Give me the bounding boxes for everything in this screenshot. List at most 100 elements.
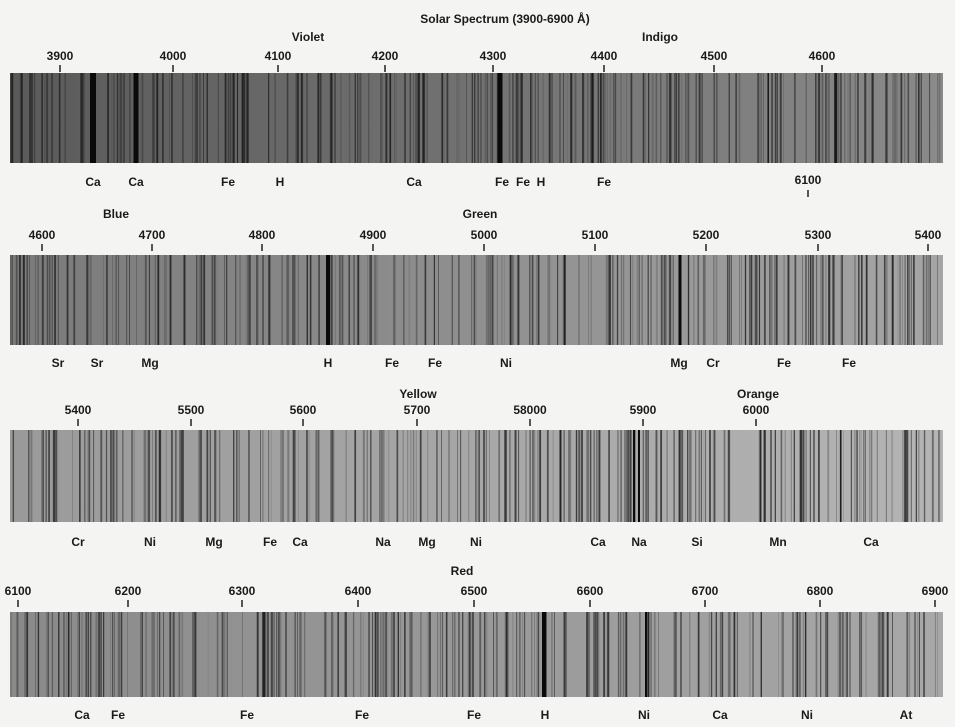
wavelength-label: 6500: [461, 584, 488, 598]
absorption-line: [648, 612, 650, 697]
absorption-line: [660, 73, 662, 163]
absorption-line: [664, 255, 666, 345]
absorption-line: [456, 73, 458, 163]
absorption-line: [267, 73, 270, 163]
absorption-line: [647, 612, 649, 697]
absorption-line: [84, 430, 86, 522]
absorption-line: [57, 255, 59, 345]
absorption-line: [709, 430, 711, 522]
spectrum-band: [10, 255, 943, 345]
absorption-line: [348, 73, 351, 163]
absorption-line: [377, 612, 379, 697]
element-label: Sr: [91, 356, 104, 370]
absorption-line: [116, 430, 118, 522]
absorption-line: [787, 255, 790, 345]
absorption-line: [621, 430, 622, 522]
absorption-line: [306, 73, 307, 163]
absorption-line: [485, 430, 487, 522]
absorption-line: [286, 255, 288, 345]
absorption-line: [317, 430, 320, 522]
absorption-line: [509, 255, 512, 345]
absorption-line: [171, 430, 173, 522]
absorption-line: [914, 612, 917, 697]
absorption-line: [860, 255, 863, 345]
absorption-line: [638, 255, 640, 345]
spectrum-band: [10, 612, 943, 697]
absorption-line: [905, 430, 908, 522]
element-label: Mg: [418, 535, 435, 549]
absorption-line: [235, 255, 237, 345]
absorption-line: [655, 73, 658, 163]
absorption-line: [448, 430, 450, 522]
absorption-line: [586, 430, 588, 522]
absorption-line: [504, 612, 507, 697]
absorption-line: [236, 430, 239, 522]
color-label: Red: [451, 564, 474, 578]
absorption-line: [427, 430, 429, 522]
absorption-line: [537, 612, 540, 697]
absorption-line: [247, 255, 250, 345]
absorption-line: [385, 73, 388, 163]
absorption-line: [776, 73, 778, 163]
absorption-line: [719, 612, 722, 697]
wavelength-label: 5600: [290, 403, 317, 417]
absorption-line: [141, 612, 143, 697]
absorption-line: [539, 430, 542, 522]
absorption-line: [937, 612, 938, 697]
absorption-line: [97, 612, 99, 697]
absorption-line: [805, 73, 807, 163]
absorption-line: [895, 73, 898, 163]
absorption-line: [840, 430, 842, 522]
absorption-line: [910, 430, 912, 522]
absorption-line: [360, 612, 362, 697]
strong-line: [678, 255, 682, 345]
absorption-line: [416, 73, 418, 163]
absorption-line: [515, 73, 518, 163]
absorption-line: [587, 430, 590, 522]
wavelength-label: 5700: [404, 403, 431, 417]
absorption-line: [642, 73, 644, 163]
absorption-line: [820, 612, 822, 697]
absorption-line: [426, 73, 428, 163]
absorption-line: [376, 255, 378, 345]
absorption-line: [13, 430, 14, 522]
element-label: Ca: [863, 535, 879, 549]
absorption-line: [48, 430, 50, 522]
absorption-line: [458, 612, 460, 697]
absorption-line: [596, 612, 599, 697]
absorption-line: [480, 73, 482, 163]
absorption-line: [458, 73, 460, 163]
absorption-line: [112, 73, 115, 163]
element-label: Fe: [428, 356, 442, 370]
absorption-line: [236, 430, 237, 522]
absorption-line: [655, 430, 657, 522]
absorption-line: [708, 612, 710, 697]
absorption-line: [414, 73, 416, 163]
absorption-line: [11, 255, 13, 345]
absorption-line: [923, 612, 925, 697]
absorption-line: [345, 612, 347, 697]
absorption-line: [501, 255, 503, 345]
absorption-line: [597, 612, 600, 697]
absorption-line: [529, 255, 531, 345]
absorption-line: [600, 73, 602, 163]
element-label: Fe: [263, 535, 277, 549]
absorption-line: [59, 73, 61, 163]
absorption-line: [752, 612, 754, 697]
absorption-line: [299, 612, 300, 697]
absorption-line: [664, 255, 667, 345]
absorption-line: [672, 255, 675, 345]
absorption-line: [203, 255, 205, 345]
absorption-line: [760, 73, 762, 163]
absorption-line: [48, 612, 49, 697]
absorption-line: [29, 73, 32, 163]
absorption-line: [516, 73, 518, 163]
absorption-line: [837, 73, 839, 163]
absorption-line: [217, 73, 219, 163]
strong-line: [90, 73, 96, 163]
absorption-line: [858, 255, 859, 345]
absorption-line: [670, 73, 672, 163]
wavelength-label: 5100: [582, 228, 609, 242]
absorption-line: [112, 255, 114, 345]
absorption-line: [106, 255, 108, 345]
